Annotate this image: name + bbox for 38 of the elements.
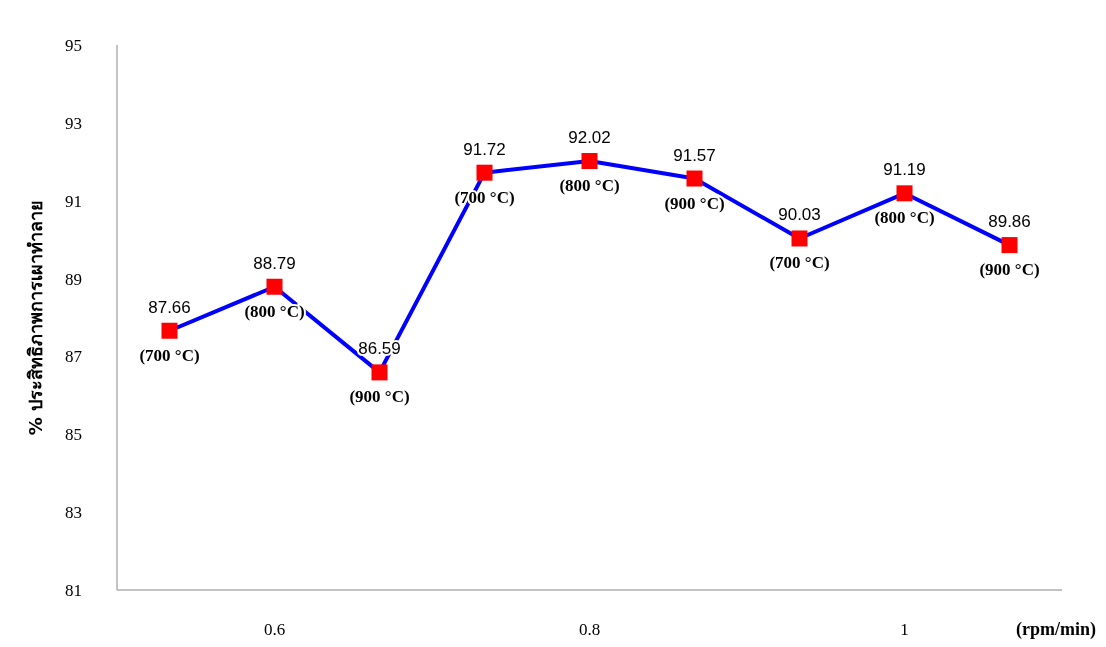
data-label: 90.03	[778, 205, 821, 225]
point	[476, 164, 493, 181]
point	[1001, 237, 1018, 254]
point	[581, 153, 598, 170]
annotation: (900 °C)	[664, 193, 725, 213]
data-label: 88.79	[253, 253, 296, 273]
annotation: (800 °C)	[244, 301, 305, 321]
data-label: 91.72	[463, 139, 506, 159]
point	[266, 278, 283, 295]
annotation: (900 °C)	[979, 260, 1040, 280]
y-tick-label: 89	[65, 269, 82, 289]
x-tick-label: 1	[900, 620, 909, 639]
y-axis-title: % ประสิทธิภาพการเผาทำลาย	[25, 199, 46, 436]
point	[686, 170, 703, 187]
annotation: (800 °C)	[874, 208, 935, 228]
y-tick-label: 81	[65, 581, 82, 600]
annotation: (700 °C)	[139, 345, 200, 365]
x-tick-label: 0.8	[578, 620, 601, 639]
annotation: (800 °C)	[559, 176, 620, 196]
y-tick-label: 87	[65, 347, 83, 367]
y-tick-label: 95	[65, 36, 82, 55]
point	[896, 185, 913, 202]
data-label: 89.86	[988, 212, 1031, 232]
point	[791, 230, 808, 247]
point	[161, 322, 178, 339]
y-tick-label: 93	[65, 113, 82, 133]
point	[371, 364, 388, 381]
x-tick-label: 0.6	[263, 620, 286, 639]
annotation: (700 °C)	[769, 253, 830, 273]
data-label: 92.02	[568, 128, 611, 148]
y-tick-label: 83	[65, 503, 82, 523]
data-label: 87.66	[148, 297, 191, 317]
annotation: (900 °C)	[349, 387, 410, 407]
data-label: 91.57	[673, 145, 716, 165]
x-axis-title: (rpm/min)	[1016, 619, 1096, 640]
y-tick-label: 85	[65, 425, 82, 445]
data-label: 91.19	[883, 160, 926, 180]
y-tick-label: 91	[65, 191, 82, 211]
